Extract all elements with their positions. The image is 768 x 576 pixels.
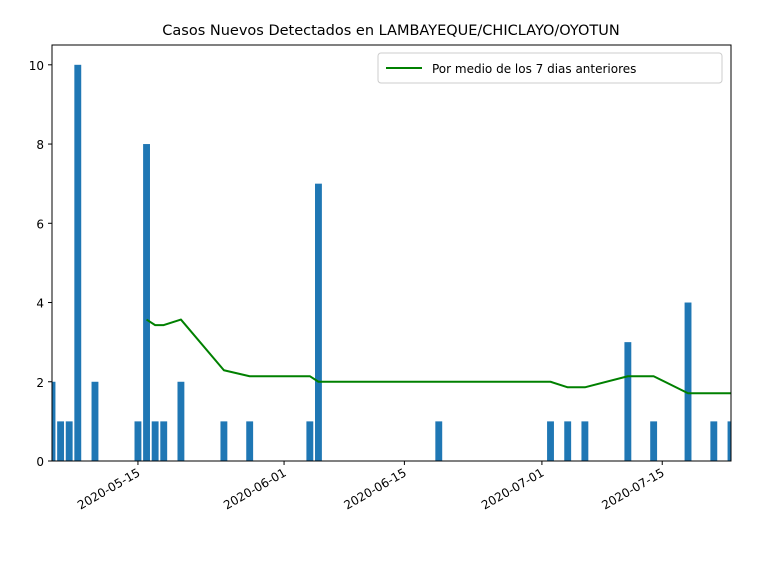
bar-2020-07-23 — [727, 421, 731, 461]
chart-title: Casos Nuevos Detectados en LAMBAYEQUE/CH… — [162, 23, 619, 39]
y-tick-label-2: 2 — [36, 376, 44, 390]
bar-2020-05-25 — [220, 421, 228, 461]
y-tick-label-4: 4 — [36, 297, 44, 311]
bar-2020-05-28 — [246, 421, 254, 461]
series-line-0 — [145, 318, 731, 395]
bar-2020-05-18 — [160, 421, 168, 461]
plot-content — [52, 64, 731, 461]
bar-2020-05-07 — [65, 421, 73, 461]
bar-2020-05-05 — [52, 381, 56, 461]
y-tick-label-8: 8 — [36, 138, 44, 152]
bar-2020-07-18 — [684, 302, 692, 461]
bar-2020-05-06 — [57, 421, 65, 461]
bar-2020-05-16 — [143, 144, 150, 461]
y-tick-label-10: 10 — [29, 59, 44, 73]
axes-frame — [51, 44, 732, 462]
legend: Por medio de los 7 dias anteriores — [377, 52, 723, 84]
bar-2020-05-17 — [151, 421, 159, 461]
bar-2020-07-14 — [650, 421, 658, 461]
bar-2020-07-21 — [710, 421, 718, 461]
bar-2020-07-04 — [564, 421, 572, 461]
bar-2020-07-06 — [581, 421, 589, 461]
legend-label: Por medio de los 7 dias anteriores — [432, 62, 636, 76]
legend-box — [377, 52, 723, 84]
bar-2020-06-19 — [435, 421, 443, 461]
bar-2020-05-10 — [91, 381, 99, 461]
bar-2020-05-15 — [134, 421, 142, 461]
plot-area — [52, 64, 731, 461]
bar-2020-06-04 — [306, 421, 314, 461]
bar-2020-07-11 — [624, 342, 632, 461]
bar-2020-05-20 — [177, 381, 185, 461]
bar-2020-06-05 — [315, 183, 322, 461]
y-tick-label-6: 6 — [36, 217, 44, 231]
bar-2020-07-02 — [547, 421, 554, 461]
y-tick-label-0: 0 — [36, 455, 44, 469]
bar-2020-05-08 — [74, 64, 82, 461]
